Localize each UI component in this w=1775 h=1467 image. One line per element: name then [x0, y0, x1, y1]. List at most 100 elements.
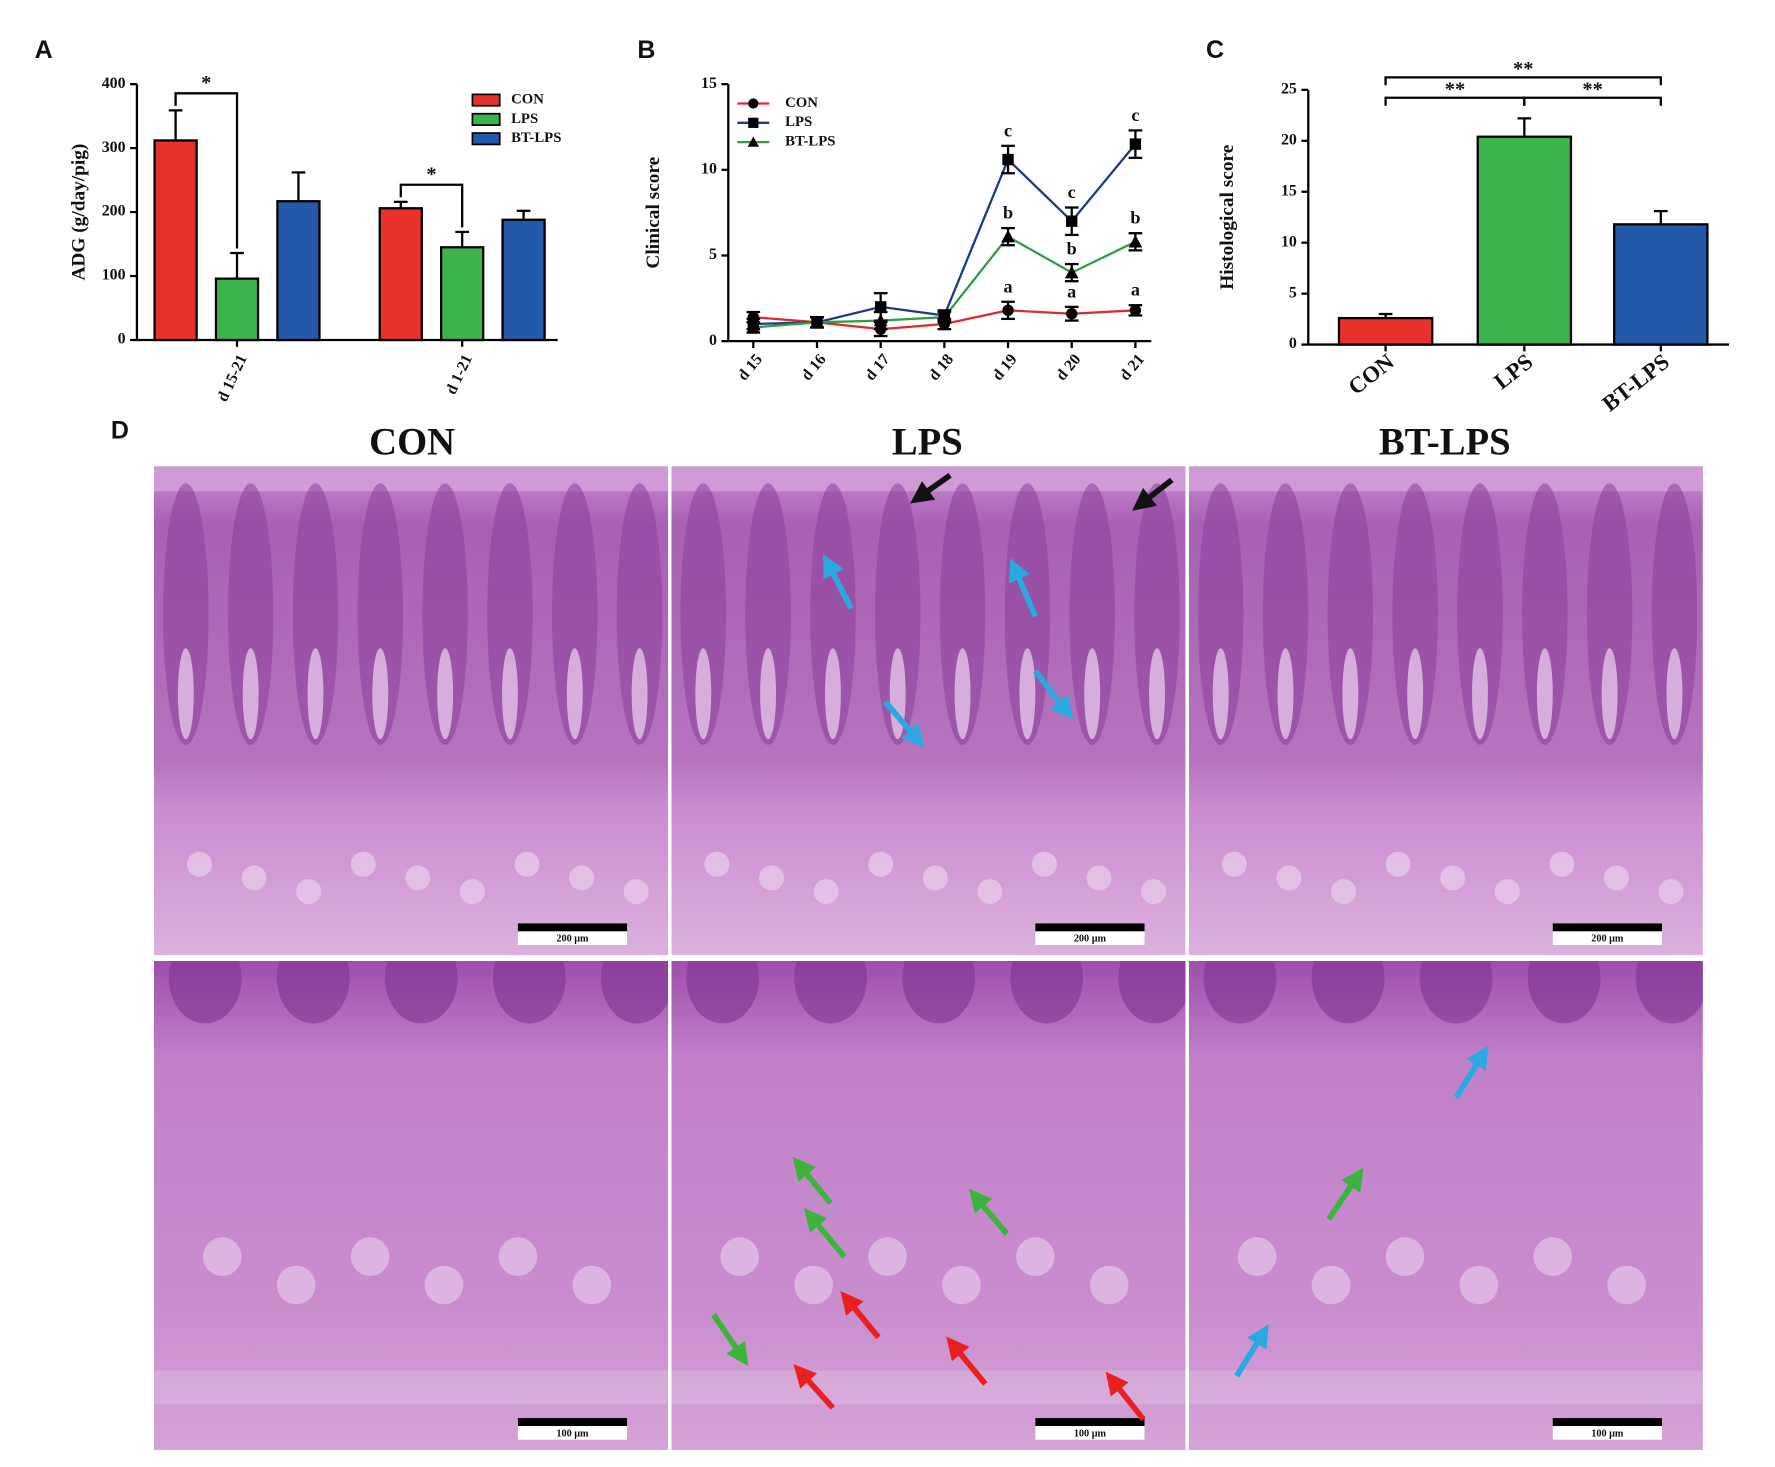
crypt-lumen	[954, 648, 971, 740]
crypt-lumen	[1472, 648, 1488, 740]
column-title: CON	[369, 422, 455, 464]
marker	[810, 315, 824, 329]
scale-bar-label: 100 μm	[1074, 1428, 1107, 1439]
legend-label: CON	[785, 95, 818, 111]
adipocyte	[1237, 1237, 1277, 1276]
legend-label: BT-LPS	[511, 130, 561, 146]
adipocyte	[1331, 879, 1357, 905]
scale-bar-box	[517, 1426, 628, 1440]
crypt-lumen	[1666, 648, 1683, 740]
adipocyte	[202, 1237, 242, 1276]
adipocyte	[498, 1237, 538, 1276]
error-bar	[230, 251, 244, 279]
adipocyte	[1221, 851, 1247, 877]
crypt-lumen	[695, 648, 712, 740]
annotation-arrows	[711, 473, 1489, 1422]
adipocyte	[572, 1265, 612, 1305]
scale-bar-label: 200 μm	[556, 934, 589, 945]
error-bar	[291, 171, 306, 202]
adipocyte	[977, 879, 1003, 905]
histology-panels: 200 μm 200 μm 200 μm 100 μm 100 μm 100 μm	[154, 466, 1703, 1450]
crypt-lumen	[437, 648, 454, 740]
crypt-lumen	[631, 648, 648, 740]
marker	[1066, 308, 1078, 320]
crypt-lumen	[889, 648, 906, 740]
adipocyte	[1016, 1237, 1055, 1276]
adipocyte	[350, 1237, 390, 1276]
marker	[937, 310, 952, 323]
adipocyte	[922, 865, 948, 891]
error-bar	[516, 209, 531, 220]
scale-bar-box	[517, 931, 628, 946]
crypt	[1522, 483, 1568, 745]
scale-bar-label: 100 μm	[556, 1428, 589, 1439]
significance-label: **	[1445, 79, 1465, 101]
crypt	[1069, 483, 1115, 745]
y-tick-label: 300	[102, 139, 126, 156]
crypt	[1327, 483, 1374, 745]
crypt-lumen	[242, 648, 259, 740]
adipocyte	[794, 1265, 833, 1305]
adipocyte	[514, 851, 540, 877]
x-tick-label: LPS	[1489, 349, 1537, 394]
marker	[1002, 304, 1014, 317]
crypt-lumen	[372, 648, 389, 740]
arrow	[792, 1156, 833, 1205]
scale-bar-box	[1552, 1426, 1662, 1440]
x-tick-label: d 18	[926, 351, 958, 384]
y-tick-label: 100	[102, 267, 126, 284]
arrow	[968, 1188, 1010, 1236]
crypt-lumen	[824, 648, 841, 740]
crypt	[163, 483, 209, 745]
y-tick-label: 400	[102, 75, 126, 92]
adipocyte	[424, 1265, 464, 1305]
adipocyte	[704, 851, 730, 877]
column-title: LPS	[892, 422, 963, 464]
adipocyte	[186, 851, 212, 877]
significance-bracket	[1384, 76, 1662, 86]
crypt-lumen	[1536, 648, 1553, 740]
crypt	[357, 483, 404, 745]
muscle-band	[1188, 1370, 1703, 1405]
y-tick-label: 0	[709, 332, 717, 349]
x-tick-label: BT-LPS	[1597, 349, 1673, 416]
arrow	[804, 1208, 847, 1259]
adipocyte	[868, 851, 894, 877]
crypt-lumen	[1407, 648, 1424, 740]
adipocyte	[1607, 1265, 1647, 1305]
crypt	[552, 483, 598, 745]
significance-label: *	[426, 163, 436, 185]
error-bar	[1517, 117, 1532, 137]
marker	[873, 313, 888, 327]
crypt-lumen	[1277, 648, 1294, 740]
arrow	[840, 1291, 881, 1340]
arrow	[1033, 669, 1073, 720]
bar	[214, 277, 260, 342]
x-tick-label: CON	[1344, 348, 1400, 399]
crypt-lumen	[1212, 648, 1229, 740]
crypt-lumen	[1601, 648, 1618, 740]
crypt	[600, 960, 669, 1024]
y-tick-label: 10	[701, 160, 717, 177]
legend-swatch	[471, 132, 501, 146]
crypt	[874, 483, 921, 745]
legend-label: LPS	[511, 111, 538, 127]
muscle-band	[671, 1370, 1186, 1405]
arrow	[1008, 558, 1038, 618]
lumen	[1188, 466, 1703, 492]
y-tick-label: 10	[1281, 233, 1297, 250]
bar	[440, 246, 485, 342]
y-axis-label: Clinical score	[643, 156, 664, 268]
y-tick-label: 25	[1281, 80, 1297, 97]
legend-label: CON	[511, 91, 544, 107]
adipocyte	[1533, 1237, 1573, 1276]
crypt	[1586, 483, 1633, 745]
adipocyte	[813, 879, 839, 905]
adipocyte	[1031, 851, 1057, 877]
significance-bracket	[1523, 96, 1662, 106]
bar	[1613, 223, 1709, 346]
crypt	[1419, 960, 1493, 1024]
crypt	[1635, 960, 1703, 1024]
crypt	[1527, 960, 1601, 1024]
